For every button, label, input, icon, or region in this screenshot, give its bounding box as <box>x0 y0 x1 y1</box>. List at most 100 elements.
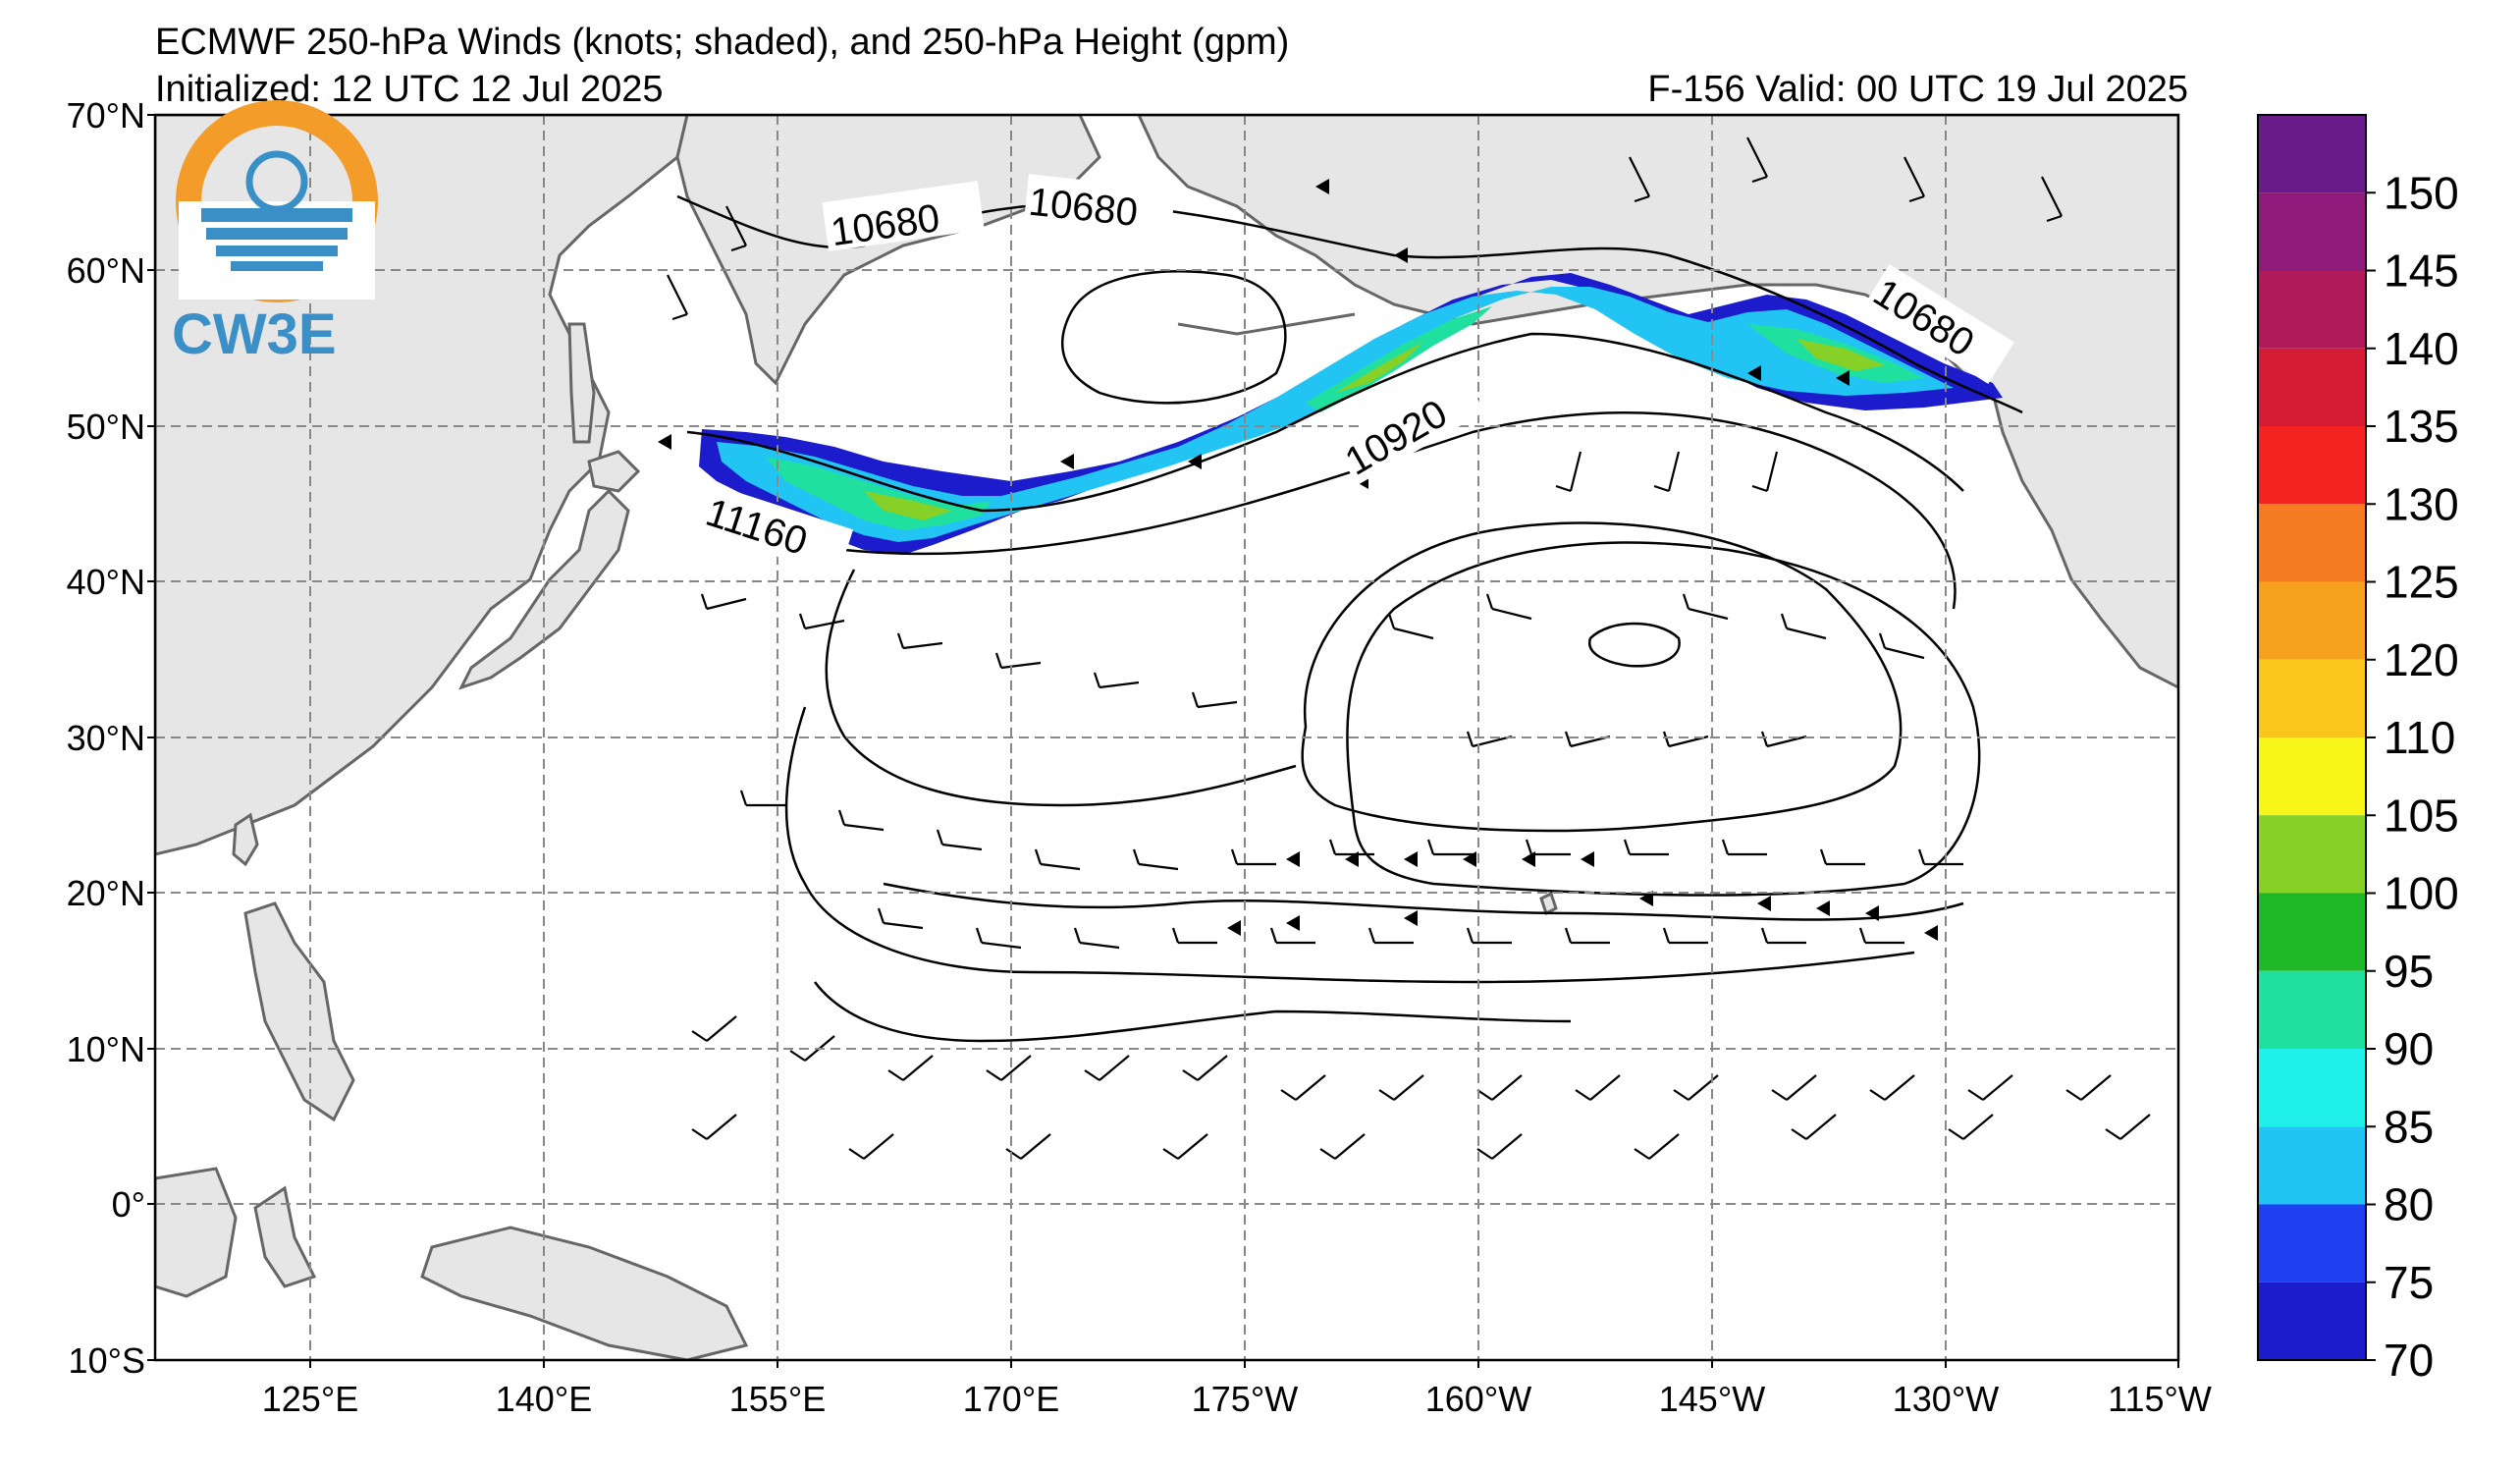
wind-flag <box>1747 365 1761 381</box>
wind-barb <box>1780 613 1827 640</box>
contour-subtropical-2 <box>784 706 1915 984</box>
aleutian-islands <box>1177 312 1356 336</box>
colorbar-swatch <box>2258 970 2366 1049</box>
colorbar-swatch <box>2258 1282 2366 1360</box>
lat-ticks <box>147 114 155 1361</box>
contour-10920 <box>686 332 1964 513</box>
new-guinea-island <box>420 1226 749 1360</box>
wind-flag <box>1188 454 1202 469</box>
wind-barb <box>1378 1074 1424 1101</box>
lon-label: 130°W <box>1893 1379 1999 1419</box>
wind-barbs <box>667 136 2151 1160</box>
wind-barb <box>1387 613 1434 640</box>
wind-barb <box>1093 672 1140 689</box>
colorbar-swatch <box>2258 270 2366 349</box>
logo-waves <box>201 208 352 271</box>
wind-flag <box>1060 454 1074 469</box>
wind-barb <box>1751 451 1779 493</box>
wind-barb <box>1073 927 1120 950</box>
wind-flag <box>1522 851 1535 867</box>
contour-subtropical-1 <box>883 882 1964 921</box>
borneo-island <box>155 1167 238 1298</box>
wind-barb <box>975 927 1022 950</box>
wind-barb <box>725 205 747 252</box>
colorbar-swatch <box>2258 1049 2366 1127</box>
wind-barb <box>1466 927 1512 945</box>
wind-flag <box>1816 900 1830 916</box>
wind-barb <box>1760 927 1806 945</box>
contour-low-ring <box>1061 270 1287 405</box>
contour-high-outer <box>1346 541 1981 897</box>
wind-flag <box>1865 905 1879 921</box>
colorbar-swatch <box>2258 1204 2366 1282</box>
lat-label: 10°S <box>69 1340 145 1381</box>
wind-barb <box>994 652 1042 670</box>
wind-barb <box>667 274 688 321</box>
wind-barb <box>1182 1055 1228 1081</box>
lat-axis: 70°N 60°N 50°N 40°N 30°N 20°N 10°N 0° 10… <box>67 95 145 1381</box>
wind-barb <box>700 593 747 611</box>
wind-barb <box>1367 927 1414 945</box>
wind-flag <box>1404 851 1418 867</box>
wind-speed-shading <box>699 273 2003 555</box>
logo-wave <box>206 228 348 240</box>
colorbar-swatch <box>2258 581 2366 660</box>
wind-flag <box>1286 851 1300 867</box>
wind-barb <box>1858 927 1904 945</box>
lat-label: 20°N <box>67 873 145 913</box>
wind-barb <box>1034 848 1081 871</box>
lat-label: 30°N <box>67 718 145 758</box>
wind-flag <box>1286 915 1300 931</box>
colorbar: 150 145 140 135 130 125 120 110 105 100 95 90 85 80 75… <box>2257 114 2459 1386</box>
wind-barb <box>1485 593 1532 621</box>
wind-flag <box>1404 910 1418 926</box>
wind-flag <box>1836 370 1850 386</box>
wind-barb <box>1575 1074 1621 1101</box>
colorbar-label: 90 <box>2384 1023 2434 1074</box>
lon-label: 140°E <box>496 1379 592 1419</box>
wind-barb <box>1132 848 1179 871</box>
wind-barb <box>1948 1114 1994 1140</box>
contour-high-ring <box>1301 521 1903 833</box>
wind-barb <box>1746 136 1768 184</box>
wind-flags <box>658 179 1938 941</box>
wind-barb <box>1653 451 1681 493</box>
wind-barb <box>936 829 983 851</box>
wind-barb <box>1721 839 1767 856</box>
colorbar-swatch <box>2258 737 2366 816</box>
map-title: ECMWF 250-hPa Winds (knots; shaded), and… <box>155 22 1290 63</box>
sulawesi-island <box>253 1185 317 1288</box>
wind-barb <box>2065 1074 2112 1101</box>
colorbar-label: 70 <box>2384 1335 2434 1386</box>
wind-barb <box>1917 848 1963 866</box>
wind-barb <box>691 1114 737 1140</box>
lon-label: 155°E <box>729 1379 826 1419</box>
wind-barb <box>1662 927 1708 945</box>
cw3e-logo: CW3E <box>172 100 378 366</box>
wind-barb <box>1629 156 1650 203</box>
lon-label: 125°E <box>262 1379 358 1419</box>
valid-time: F-156 Valid: 00 UTC 19 Jul 2025 <box>1647 69 2188 110</box>
philippines-islands <box>243 901 355 1122</box>
wind-barb <box>1426 839 1473 856</box>
colorbar-label: 125 <box>2384 557 2459 608</box>
lon-label: 160°W <box>1425 1379 1531 1419</box>
wind-flag <box>1394 247 1408 263</box>
colorbar-label: 120 <box>2384 634 2459 685</box>
wind-barb <box>887 1055 934 1081</box>
lat-label: 50°N <box>67 407 145 447</box>
wind-barb <box>798 613 845 630</box>
wind-barb <box>1084 1055 1130 1081</box>
lat-label: 70°N <box>67 95 145 136</box>
wind-barb <box>691 1015 737 1042</box>
logo-wave <box>216 246 338 256</box>
jet-west-max <box>864 491 952 520</box>
colorbar-label: 110 <box>2384 712 2455 763</box>
wind-barb <box>986 1055 1032 1081</box>
wind-barb <box>1005 1133 1051 1160</box>
wind-flag <box>658 434 671 450</box>
wind-barb <box>1555 451 1582 493</box>
colorbar-label: 100 <box>2384 868 2459 919</box>
logo-wave <box>231 261 323 271</box>
wind-barb <box>1878 632 1925 660</box>
